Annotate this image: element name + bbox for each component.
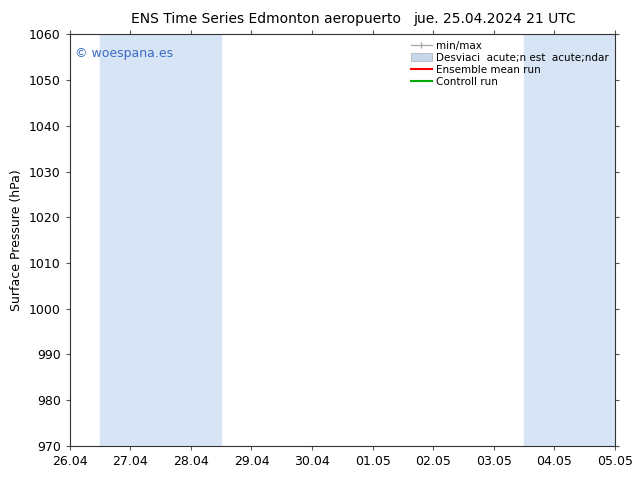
Bar <box>524 34 585 446</box>
Text: © woespana.es: © woespana.es <box>75 47 173 60</box>
Bar <box>585 34 615 446</box>
Y-axis label: Surface Pressure (hPa): Surface Pressure (hPa) <box>10 169 23 311</box>
Text: ENS Time Series Edmonton aeropuerto: ENS Time Series Edmonton aeropuerto <box>131 12 401 26</box>
Text: jue. 25.04.2024 21 UTC: jue. 25.04.2024 21 UTC <box>413 12 576 26</box>
Bar <box>160 34 221 446</box>
Legend: min/max, Desviaci  acute;n est  acute;ndar, Ensemble mean run, Controll run: min/max, Desviaci acute;n est acute;ndar… <box>408 37 612 90</box>
Bar <box>100 34 160 446</box>
